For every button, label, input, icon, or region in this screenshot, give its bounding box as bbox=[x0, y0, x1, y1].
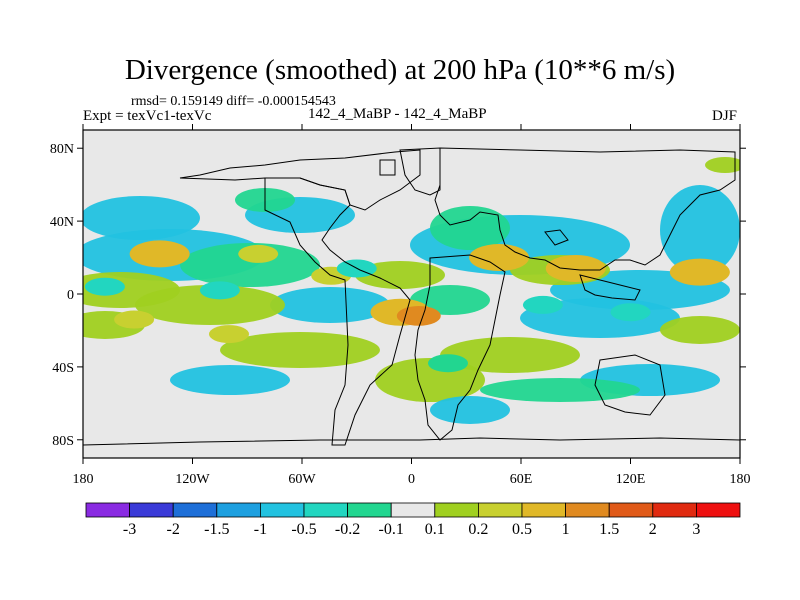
coastline bbox=[264, 177, 411, 446]
season-label: DJF bbox=[712, 108, 738, 124]
x-tick-label: 180 bbox=[730, 472, 751, 487]
divergence-core bbox=[238, 244, 279, 263]
diff-label: 142_4_MaBP - 142_4_MaBP bbox=[308, 106, 487, 122]
x-tick-label: 120E bbox=[616, 472, 646, 487]
coastline bbox=[579, 274, 641, 301]
colorbar-swatch bbox=[521, 502, 566, 518]
colorbar-label: -1 bbox=[254, 521, 267, 538]
colorbar-label: -1.5 bbox=[204, 521, 229, 538]
colorbar: -3 -2 -1.5 -1 -0.5 -0.2 -0.1 0.1 0.2 0.5 1 1.5 2 3 bbox=[85, 502, 741, 538]
colorbar-label: 0.1 bbox=[425, 521, 445, 538]
experiment-label: Expt = texVc1-texVc bbox=[83, 108, 212, 124]
coastline bbox=[179, 149, 421, 211]
divergence-core bbox=[545, 254, 606, 282]
coastline bbox=[544, 229, 569, 246]
contour-region bbox=[430, 396, 510, 424]
contour-region bbox=[83, 196, 200, 240]
divergence-core bbox=[84, 277, 125, 296]
coastline bbox=[414, 254, 506, 441]
coastline bbox=[434, 147, 736, 271]
divergence-core bbox=[522, 295, 563, 314]
contour-region bbox=[170, 365, 290, 395]
contour-region bbox=[430, 206, 510, 250]
divergence-core bbox=[428, 354, 468, 373]
y-tick-label: 0 bbox=[67, 288, 74, 303]
colorbar-label: 2 bbox=[649, 521, 657, 538]
colorbar-swatch bbox=[608, 502, 654, 518]
x-tick-label: 0 bbox=[408, 472, 415, 487]
divergence-core bbox=[669, 258, 730, 286]
colorbar-swatch bbox=[259, 502, 305, 518]
coastline bbox=[594, 354, 666, 416]
contour-region bbox=[135, 285, 285, 325]
contour-region bbox=[180, 243, 320, 287]
contour-region bbox=[660, 316, 740, 344]
x-axis: 180 120W 60W 0 60E 120E 180 bbox=[73, 124, 751, 487]
colorbar-swatch bbox=[172, 502, 218, 518]
coastline bbox=[83, 437, 740, 446]
contour-region bbox=[440, 337, 580, 373]
colorbar-label: 1 bbox=[562, 521, 570, 538]
y-tick-label: 40S bbox=[52, 361, 74, 376]
colorbar-label: 0.5 bbox=[512, 521, 532, 538]
divergence-core bbox=[610, 303, 651, 322]
x-tick-label: 60W bbox=[288, 472, 316, 487]
plot-title: Divergence (smoothed) at 200 hPa (10**6 … bbox=[124, 54, 676, 86]
x-tick-label: 120W bbox=[175, 472, 210, 487]
colorbar-swatch bbox=[216, 502, 261, 518]
contour-region bbox=[480, 378, 640, 402]
contour-region bbox=[220, 332, 380, 368]
colorbar-swatch bbox=[565, 502, 610, 518]
colorbar-label: -2 bbox=[167, 521, 180, 538]
contour-region bbox=[660, 185, 740, 275]
x-tick-label: 60E bbox=[510, 472, 533, 487]
colorbar-label: -3 bbox=[123, 521, 136, 538]
colorbar-label: 0.2 bbox=[468, 521, 488, 538]
divergence-core bbox=[396, 305, 441, 326]
colorbar-label: -0.2 bbox=[335, 521, 360, 538]
divergence-core bbox=[209, 325, 249, 344]
colorbar-swatch bbox=[303, 502, 348, 518]
colorbar-swatch bbox=[477, 502, 523, 518]
colorbar-label: -0.5 bbox=[291, 521, 316, 538]
y-tick-label: 40N bbox=[50, 215, 74, 230]
coastlines bbox=[83, 147, 740, 446]
divergence-core bbox=[114, 310, 155, 329]
colorbar-swatch bbox=[390, 502, 436, 518]
colorbar-swatch bbox=[129, 502, 174, 518]
colorbar-swatch bbox=[652, 502, 697, 518]
y-tick-label: 80N bbox=[50, 142, 74, 157]
colorbar-swatch bbox=[696, 502, 741, 518]
divergence-core bbox=[129, 240, 190, 268]
divergence-core bbox=[199, 281, 240, 300]
x-tick-label: 180 bbox=[73, 472, 94, 487]
colorbar-swatch bbox=[434, 502, 479, 518]
colorbar-swatch bbox=[85, 502, 130, 518]
colorbar-label: 3 bbox=[692, 521, 700, 538]
contour-region bbox=[355, 261, 445, 289]
y-tick-label: 80S bbox=[52, 434, 74, 449]
stats-text: rmsd= 0.159149 diff= -0.000154543 bbox=[131, 94, 336, 109]
colorbar-swatch bbox=[347, 502, 392, 518]
colorbar-label: 1.5 bbox=[599, 521, 619, 538]
colorbar-label: -0.1 bbox=[379, 521, 404, 538]
contour-region bbox=[705, 157, 740, 173]
y-axis: 80N 40N 0 40S 80S bbox=[50, 142, 746, 449]
contour-region bbox=[270, 287, 390, 323]
coastline bbox=[379, 159, 396, 176]
